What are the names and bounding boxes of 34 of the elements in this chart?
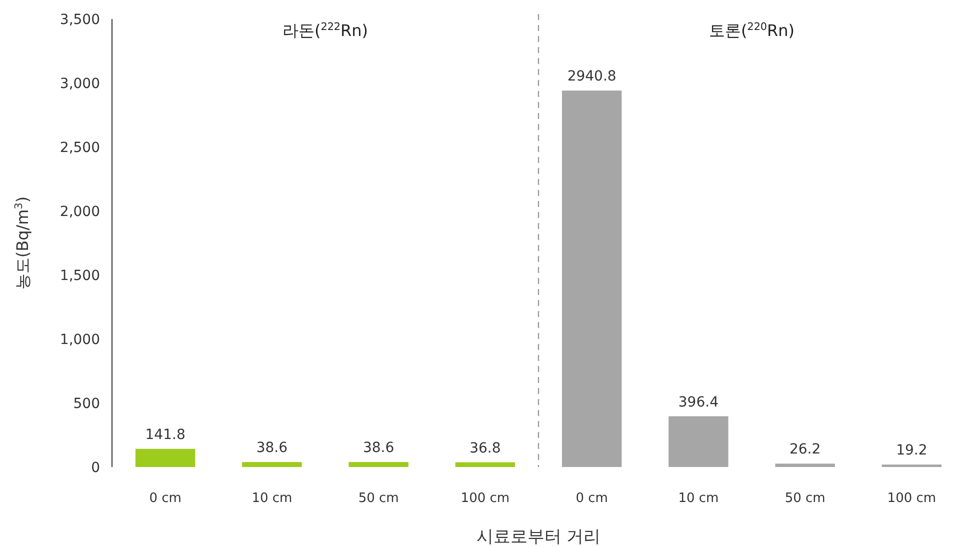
annotation: 토론($^{220}$Rn)	[708, 21, 795, 40]
bar	[668, 416, 728, 467]
y-tick-label: 1,500	[60, 268, 100, 284]
x-axis-title: 시료로부터 거리	[476, 527, 601, 547]
bar	[242, 462, 302, 467]
annotation: 라돈($^{222}$Rn)	[282, 21, 368, 40]
data-label: 38.6	[362, 440, 394, 456]
data-label: 396.4	[678, 394, 719, 410]
y-tick-label: 0	[91, 460, 100, 476]
bar	[135, 448, 196, 467]
data-label: 36.8	[470, 440, 501, 456]
bar	[455, 462, 516, 467]
x-tick-label: 100 cm	[460, 491, 510, 506]
y-tick-label: 2,500	[60, 140, 100, 156]
x-tick-label: 0 cm	[576, 491, 608, 506]
data-label: 2940.8	[567, 68, 616, 85]
x-tick-label: 10 cm	[678, 491, 719, 506]
bar	[348, 462, 408, 467]
y-tick-label: 3,500	[60, 12, 100, 28]
data-label: 141.8	[145, 426, 186, 443]
bar	[775, 464, 835, 467]
y-tick-label: 1,000	[60, 332, 100, 348]
bar	[562, 90, 622, 467]
y-tick-label: 500	[73, 396, 100, 412]
data-label: 38.6	[256, 440, 288, 456]
y-tick-label: 2,000	[60, 204, 100, 220]
x-tick-label: 50 cm	[358, 491, 399, 506]
data-label: 26.2	[789, 442, 821, 458]
x-tick-label: 10 cm	[252, 491, 292, 506]
x-tick-label: 0 cm	[149, 491, 182, 506]
data-label: 19.2	[896, 442, 928, 459]
x-tick-label: 50 cm	[784, 491, 826, 506]
x-tick-label: 100 cm	[887, 491, 936, 506]
y-tick-label: 3,000	[60, 76, 100, 92]
